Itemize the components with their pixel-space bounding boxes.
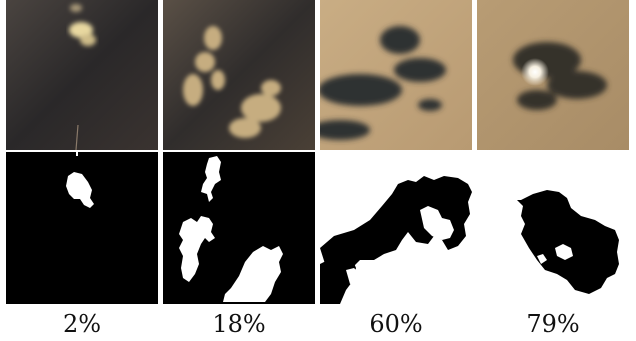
sky-photo-3 — [320, 0, 472, 150]
cloud-mask-1 — [6, 152, 158, 304]
coverage-label-1: 2% — [62, 310, 102, 338]
coverage-label-2: 18% — [212, 310, 266, 338]
sky-photo-4 — [477, 0, 629, 150]
cloud-mask-3 — [320, 152, 472, 304]
cloud-mask-2 — [163, 152, 315, 304]
sky-photo-1 — [6, 0, 158, 150]
sky-photo-2 — [163, 0, 315, 150]
coverage-label-3: 60% — [369, 310, 423, 338]
coverage-label-4: 79% — [526, 310, 580, 338]
cloud-mask-4 — [477, 152, 629, 304]
